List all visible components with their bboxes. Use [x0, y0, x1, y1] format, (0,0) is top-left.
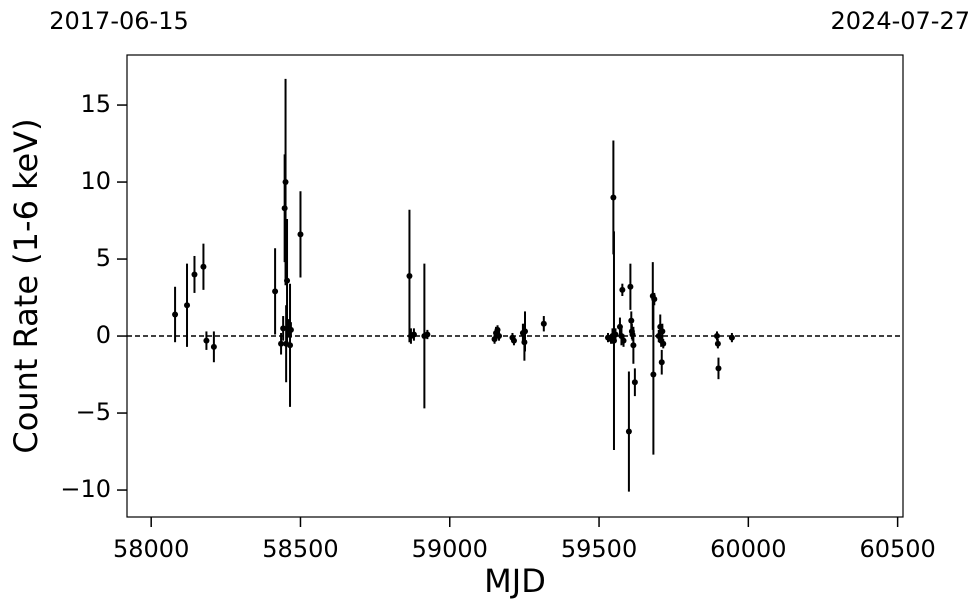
data-point: [713, 333, 720, 340]
x-tick-label: 59500: [561, 535, 637, 563]
x-tick-label: 60000: [710, 535, 786, 563]
data-point: [172, 311, 179, 318]
data-point: [494, 326, 501, 333]
top-date-label: 2017-06-15: [49, 7, 188, 35]
data-point: [628, 317, 635, 324]
data-point: [620, 337, 627, 344]
data-point: [627, 283, 634, 290]
data-point: [280, 325, 287, 332]
data-point: [278, 340, 285, 347]
y-tick-label: 5: [96, 244, 111, 272]
y-tick-label: 15: [80, 90, 111, 118]
data-point: [406, 272, 413, 279]
data-point: [297, 231, 304, 238]
plot-frame: [126, 54, 904, 518]
data-point: [410, 331, 417, 338]
data-point: [659, 328, 666, 335]
data-point: [522, 328, 529, 335]
top-date-label: 2024-07-27: [831, 7, 970, 35]
data-point: [210, 343, 217, 350]
data-point: [625, 428, 632, 435]
data-point: [282, 179, 289, 186]
y-tick-label: −5: [76, 398, 111, 426]
data-point: [287, 342, 294, 349]
y-tick-label: −10: [60, 475, 111, 503]
data-point: [651, 296, 658, 303]
data-point: [658, 359, 665, 366]
data-point: [203, 337, 210, 344]
data-point: [660, 340, 667, 347]
data-point: [610, 194, 617, 201]
data-point: [510, 337, 517, 344]
data-point: [424, 331, 431, 338]
data-point: [272, 288, 279, 295]
data-point: [619, 286, 626, 293]
data-point: [650, 371, 657, 378]
data-point: [612, 331, 619, 338]
data-point: [631, 379, 638, 386]
x-tick-label: 58000: [113, 535, 189, 563]
x-tick-label: 59000: [412, 535, 488, 563]
data-point: [540, 320, 547, 327]
data-point: [287, 326, 294, 333]
data-point: [284, 277, 291, 284]
x-tick-label: 58500: [262, 535, 338, 563]
data-point: [630, 342, 637, 349]
data-point: [191, 271, 198, 278]
y-tick-label: 10: [80, 167, 111, 195]
y-tick-label: 0: [96, 321, 111, 349]
y-axis-label: Count Rate (1-6 keV): [7, 118, 45, 453]
data-point: [200, 263, 207, 270]
x-tick-label: 60500: [859, 535, 935, 563]
data-point: [715, 365, 722, 372]
data-point: [496, 333, 503, 340]
x-axis-label: MJD: [484, 562, 546, 600]
data-point: [184, 302, 191, 309]
data-point: [728, 334, 735, 341]
data-point: [714, 340, 721, 347]
